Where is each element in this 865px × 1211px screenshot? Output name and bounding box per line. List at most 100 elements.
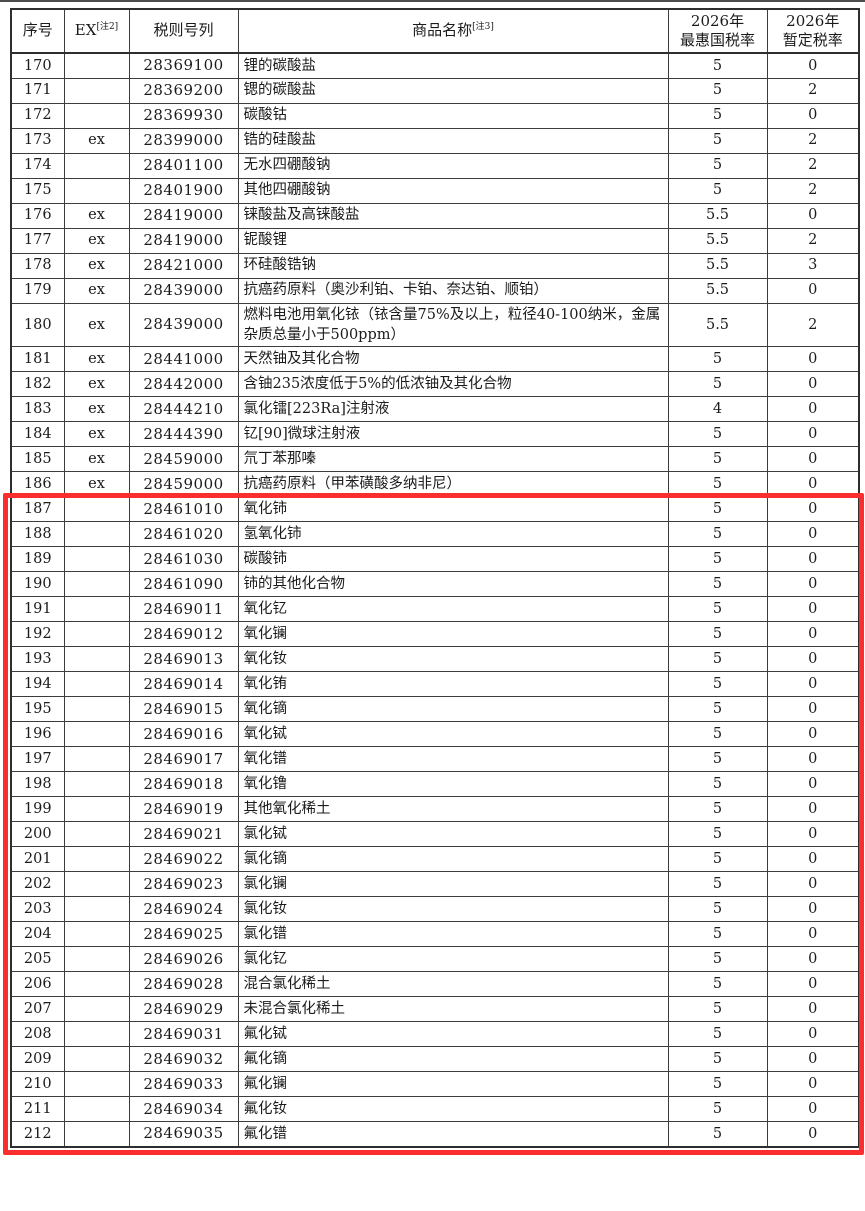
cell-product-name: 氟化镝 bbox=[237, 1046, 669, 1073]
table-row: 172 28369930 碳酸钴 5 0 bbox=[10, 102, 860, 129]
cell-seq: 203 bbox=[10, 896, 65, 923]
cell-ex bbox=[63, 921, 130, 948]
cell-code: 28419000 bbox=[128, 227, 239, 254]
table-row: 170 28369100 锂的碳酸盐 5 0 bbox=[10, 52, 860, 79]
cell-temp-rate: 0 bbox=[766, 946, 860, 973]
cell-code: 28459000 bbox=[128, 471, 239, 498]
cell-mfn-rate: 5.5 bbox=[667, 302, 768, 348]
table-row: 171 28369200 锶的碳酸盐 5 2 bbox=[10, 77, 860, 104]
cell-temp-rate: 0 bbox=[766, 471, 860, 498]
cell-code: 28469024 bbox=[128, 896, 239, 923]
cell-temp-rate: 0 bbox=[766, 596, 860, 623]
cell-temp-rate: 0 bbox=[766, 746, 860, 773]
table-row: 208 28469031 氟化铽 5 0 bbox=[10, 1021, 860, 1048]
table-row: 199 28469019 其他氧化稀土 5 0 bbox=[10, 796, 860, 823]
cell-temp-rate: 2 bbox=[766, 302, 860, 348]
cell-product-name: 氧化镥 bbox=[237, 771, 669, 798]
table-row: 190 28461090 铈的其他化合物 5 0 bbox=[10, 571, 860, 598]
cell-code: 28469029 bbox=[128, 996, 239, 1023]
cell-seq: 206 bbox=[10, 971, 65, 998]
cell-seq: 184 bbox=[10, 421, 65, 448]
cell-seq: 185 bbox=[10, 446, 65, 473]
cell-mfn-rate: 5 bbox=[667, 621, 768, 648]
cell-ex bbox=[63, 796, 130, 823]
cell-code: 28469025 bbox=[128, 921, 239, 948]
cell-ex bbox=[63, 696, 130, 723]
table-row: 185 ex 28459000 氘丁苯那嗪 5 0 bbox=[10, 446, 860, 473]
cell-product-name: 环硅酸锆钠 bbox=[237, 252, 669, 279]
cell-mfn-rate: 5 bbox=[667, 496, 768, 523]
cell-temp-rate: 0 bbox=[766, 52, 860, 79]
col-header-ex-note: [注2] bbox=[96, 22, 119, 33]
cell-ex: ex bbox=[63, 346, 130, 373]
table-row: 211 28469034 氟化钕 5 0 bbox=[10, 1096, 860, 1123]
cell-seq: 197 bbox=[10, 746, 65, 773]
cell-ex bbox=[63, 1046, 130, 1073]
cell-seq: 182 bbox=[10, 371, 65, 398]
col-header-mfn-rate: 2026年 最惠国税率 bbox=[667, 8, 768, 54]
cell-code: 28401100 bbox=[128, 152, 239, 179]
cell-mfn-rate: 5 bbox=[667, 846, 768, 873]
col-header-temp-rate: 2026年 暂定税率 bbox=[766, 8, 860, 54]
cell-seq: 198 bbox=[10, 771, 65, 798]
cell-mfn-rate: 5 bbox=[667, 796, 768, 823]
cell-ex: ex bbox=[63, 302, 130, 348]
cell-code: 28469023 bbox=[128, 871, 239, 898]
cell-temp-rate: 2 bbox=[766, 227, 860, 254]
cell-seq: 210 bbox=[10, 1071, 65, 1098]
cell-mfn-rate: 5 bbox=[667, 646, 768, 673]
cell-product-name: 氧化铽 bbox=[237, 721, 669, 748]
cell-seq: 183 bbox=[10, 396, 65, 423]
cell-seq: 186 bbox=[10, 471, 65, 498]
cell-seq: 174 bbox=[10, 152, 65, 179]
cell-ex bbox=[63, 621, 130, 648]
cell-seq: 190 bbox=[10, 571, 65, 598]
cell-temp-rate: 0 bbox=[766, 921, 860, 948]
cell-ex bbox=[63, 771, 130, 798]
cell-seq: 173 bbox=[10, 127, 65, 154]
cell-product-name: 混合氯化稀土 bbox=[237, 971, 669, 998]
cell-ex: ex bbox=[63, 396, 130, 423]
header-row: 序号 EX[注2] 税则号列 商品名称[注3] 2026年 最惠国税率 2026… bbox=[10, 8, 860, 54]
cell-seq: 194 bbox=[10, 671, 65, 698]
cell-product-name: 铌酸锂 bbox=[237, 227, 669, 254]
cell-product-name: 氧化镨 bbox=[237, 746, 669, 773]
cell-temp-rate: 0 bbox=[766, 846, 860, 873]
col-header-ex-label: EX bbox=[74, 21, 97, 40]
cell-temp-rate: 0 bbox=[766, 521, 860, 548]
cell-product-name: 锆的硅酸盐 bbox=[237, 127, 669, 154]
cell-temp-rate: 3 bbox=[766, 252, 860, 279]
cell-seq: 208 bbox=[10, 1021, 65, 1048]
col-header-seq-label: 序号 bbox=[22, 21, 53, 40]
cell-product-name: 氟化镧 bbox=[237, 1071, 669, 1098]
cell-temp-rate: 0 bbox=[766, 371, 860, 398]
cell-ex bbox=[63, 871, 130, 898]
cell-ex bbox=[63, 496, 130, 523]
cell-product-name: 铈的其他化合物 bbox=[237, 571, 669, 598]
cell-mfn-rate: 5 bbox=[667, 746, 768, 773]
table-row: 201 28469022 氯化镝 5 0 bbox=[10, 846, 860, 873]
cell-mfn-rate: 5 bbox=[667, 471, 768, 498]
cell-seq: 177 bbox=[10, 227, 65, 254]
cell-mfn-rate: 5 bbox=[667, 152, 768, 179]
cell-mfn-rate: 5 bbox=[667, 177, 768, 204]
table-row: 192 28469012 氧化镧 5 0 bbox=[10, 621, 860, 648]
cell-ex bbox=[63, 821, 130, 848]
table-row: 203 28469024 氯化钕 5 0 bbox=[10, 896, 860, 923]
col-header-seq: 序号 bbox=[10, 8, 65, 54]
cell-seq: 193 bbox=[10, 646, 65, 673]
table-row: 187 28461010 氧化铈 5 0 bbox=[10, 496, 860, 523]
cell-code: 28369100 bbox=[128, 52, 239, 79]
cell-product-name: 氧化镝 bbox=[237, 696, 669, 723]
cell-code: 28369930 bbox=[128, 102, 239, 129]
table-row: 194 28469014 氧化铕 5 0 bbox=[10, 671, 860, 698]
cell-seq: 176 bbox=[10, 202, 65, 229]
cell-mfn-rate: 5 bbox=[667, 696, 768, 723]
cell-mfn-rate: 5.5 bbox=[667, 252, 768, 279]
table-row: 176 ex 28419000 铼酸盐及高铼酸盐 5.5 0 bbox=[10, 202, 860, 229]
table-row: 196 28469016 氧化铽 5 0 bbox=[10, 721, 860, 748]
cell-product-name: 锂的碳酸盐 bbox=[237, 52, 669, 79]
cell-seq: 187 bbox=[10, 496, 65, 523]
cell-code: 28421000 bbox=[128, 252, 239, 279]
